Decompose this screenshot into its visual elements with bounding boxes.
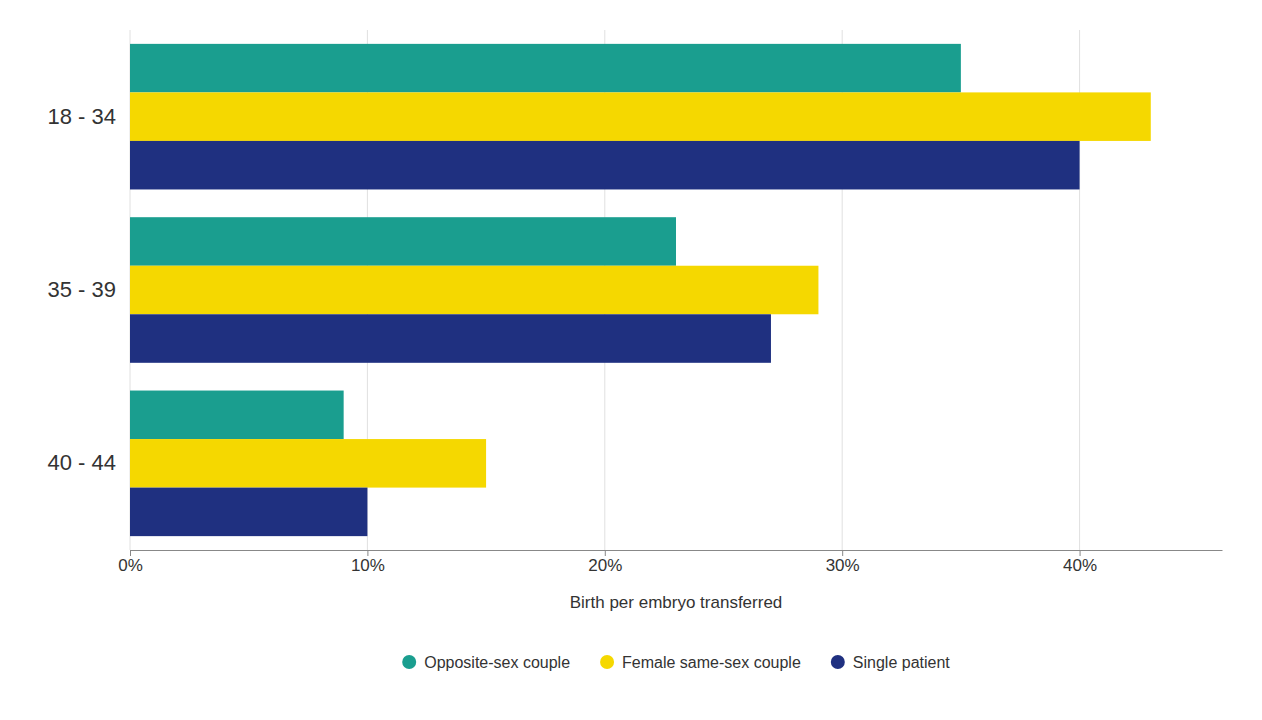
- bar: [130, 391, 344, 440]
- bar: [130, 92, 1151, 141]
- bar: [130, 488, 367, 537]
- tick-label: 10%: [351, 556, 385, 575]
- tick: 18 - 34: [48, 104, 117, 129]
- bar: [130, 266, 818, 315]
- legend-item: Opposite-sex couple: [402, 654, 570, 671]
- bar: [130, 217, 676, 266]
- bar: [130, 314, 771, 363]
- legend-marker: [402, 655, 416, 669]
- tick-label: 20%: [588, 556, 622, 575]
- tick: 20%: [588, 550, 622, 575]
- axis-line: [131, 550, 1223, 551]
- y-axis: 18 - 34 35 - 39 40 - 44: [48, 104, 117, 476]
- bar: [130, 439, 486, 488]
- legend-label: Opposite-sex couple: [424, 654, 570, 671]
- tick: 10%: [351, 550, 385, 575]
- chart: 0% 10% 20% 30% 40% 18 - 34 35 - 39 40 - 44 Birth…: [0, 0, 1262, 720]
- tick-label: 18 - 34: [48, 104, 117, 129]
- legend-item: Single patient: [831, 654, 951, 671]
- axis-title: Birth per embryo transferred: [570, 593, 783, 612]
- tick: 30%: [826, 550, 860, 575]
- tick-label: 30%: [826, 556, 860, 575]
- legend-marker: [600, 655, 614, 669]
- legend: Opposite-sex couple Female same-sex coupl…: [402, 654, 950, 671]
- bar: [130, 141, 1080, 190]
- legend-item: Female same-sex couple: [600, 654, 801, 671]
- tick-label: 40%: [1063, 556, 1097, 575]
- legend-marker: [831, 655, 845, 669]
- tick-label: 40 - 44: [48, 450, 117, 475]
- tick: 0%: [118, 550, 143, 575]
- legend-label: Single patient: [853, 654, 951, 671]
- tick: 35 - 39: [48, 277, 117, 302]
- tick-label: 35 - 39: [48, 277, 117, 302]
- x-axis: 0% 10% 20% 30% 40%: [118, 550, 1222, 575]
- legend-label: Female same-sex couple: [622, 654, 801, 671]
- plot: 0% 10% 20% 30% 40% 18 - 34 35 - 39 40 - 44 Birth…: [48, 30, 1223, 612]
- tick: 40%: [1063, 550, 1097, 575]
- tick: 40 - 44: [48, 450, 117, 475]
- bar: [130, 44, 961, 93]
- bars: [130, 44, 1151, 536]
- tick-label: 0%: [118, 556, 143, 575]
